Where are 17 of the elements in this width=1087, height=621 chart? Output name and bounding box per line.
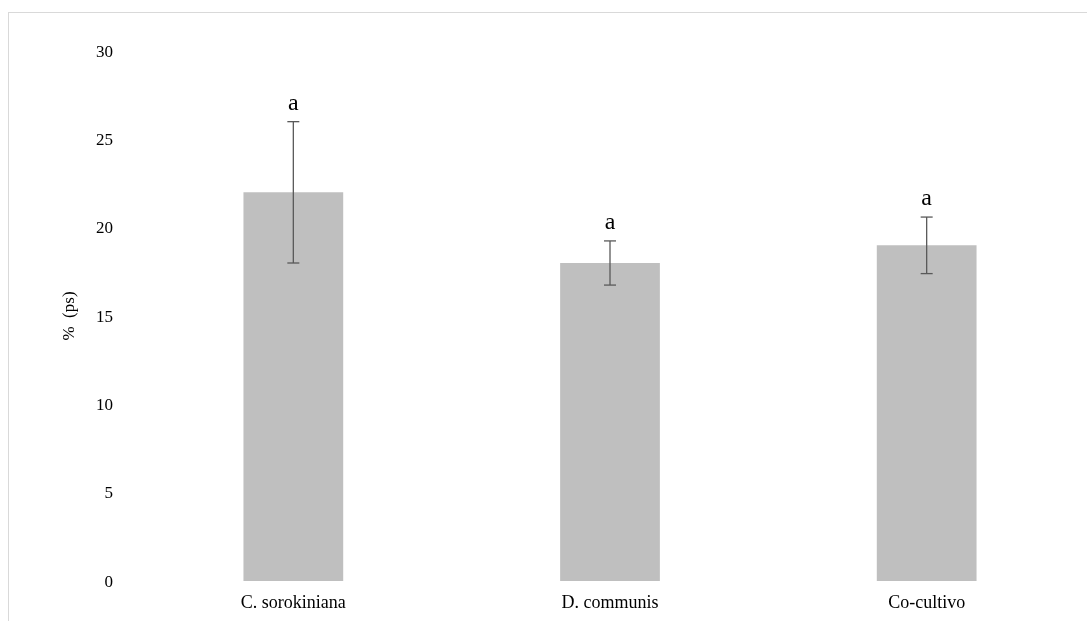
y-tick-label: 15 (96, 306, 113, 326)
x-tick-label: C. sorokiniana (240, 592, 346, 612)
y-tick-label: 5 (104, 483, 113, 503)
y-tick-label: 10 (96, 394, 113, 414)
y-tick-label: 20 (96, 218, 113, 238)
y-tick-label: 25 (96, 129, 113, 149)
y-tick-label: 0 (104, 571, 113, 591)
annotation: a (604, 207, 616, 234)
x-tick-label: D. communis (561, 592, 659, 612)
y-tick-label: 30 (96, 41, 113, 61)
bar (243, 192, 344, 581)
bar (876, 245, 977, 581)
bar (560, 263, 660, 581)
y-axis-title: % (ps) (59, 291, 78, 341)
annotation: a (921, 184, 933, 211)
annotation: a (288, 88, 300, 115)
x-tick-label: Co-cultivo (888, 592, 966, 612)
